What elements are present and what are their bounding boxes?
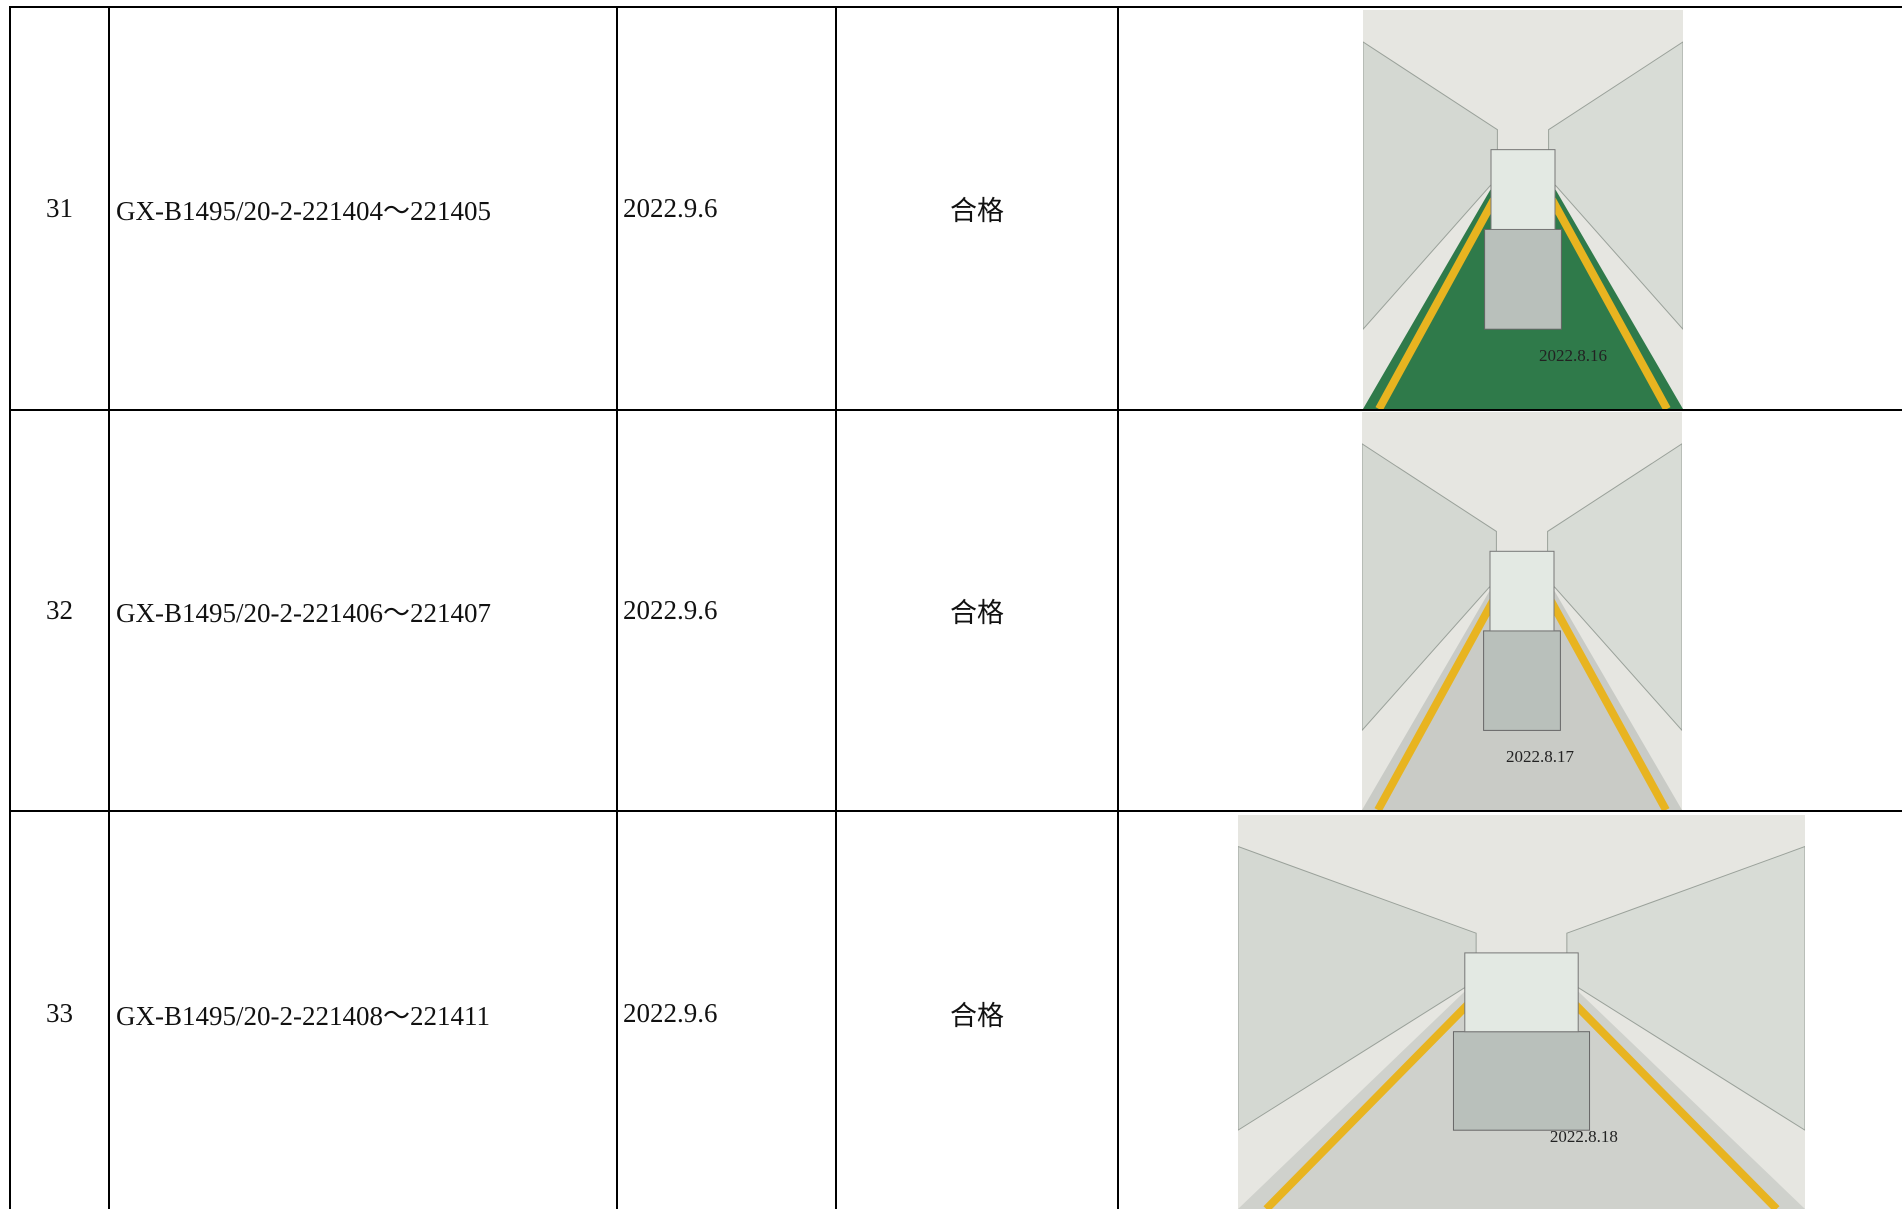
site-photo: 2022.8.16 bbox=[1363, 10, 1683, 409]
cell-result: 合格 bbox=[950, 196, 1004, 226]
column-line bbox=[616, 6, 618, 1209]
row-line bbox=[9, 6, 1902, 8]
cell-model: GX-B1495/20-2-221404～221405 bbox=[116, 196, 491, 226]
column-line bbox=[9, 6, 11, 1209]
floor-stripe bbox=[1538, 179, 1671, 409]
row-line bbox=[9, 810, 1902, 812]
equipment-top bbox=[1464, 952, 1579, 1033]
floor-stripe bbox=[1552, 981, 1780, 1209]
cell-result: 合格 bbox=[950, 1000, 1004, 1031]
floor-stripe bbox=[1537, 581, 1670, 810]
column-line bbox=[108, 6, 110, 1209]
floor-stripe bbox=[1263, 981, 1491, 1209]
column-line bbox=[1117, 6, 1119, 1209]
photo-date-stamp: 2022.8.16 bbox=[1539, 346, 1607, 365]
floor-stripe bbox=[1374, 581, 1507, 810]
photo-date-stamp: 2022.8.18 bbox=[1550, 1127, 1618, 1146]
cell-date: 2022.9.6 bbox=[623, 193, 718, 223]
equipment-top bbox=[1489, 550, 1555, 632]
cell-model: GX-B1495/20-2-221408～221411 bbox=[116, 1000, 490, 1031]
column-line bbox=[835, 6, 837, 1209]
equipment-top bbox=[1490, 149, 1556, 230]
floor-stripe bbox=[1375, 179, 1508, 409]
site-photo: 2022.8.17 bbox=[1362, 412, 1682, 810]
cell-result: 合格 bbox=[950, 598, 1004, 628]
row-line bbox=[9, 409, 1902, 411]
cell-no: 32 bbox=[46, 595, 73, 625]
cell-model: GX-B1495/20-2-221406～221407 bbox=[116, 598, 491, 628]
cell-no: 33 bbox=[46, 997, 73, 1028]
photo-date-stamp: 2022.8.17 bbox=[1506, 747, 1575, 766]
equipment bbox=[1484, 228, 1562, 330]
cell-date: 2022.9.6 bbox=[623, 997, 718, 1028]
equipment bbox=[1483, 630, 1561, 731]
site-photo: 2022.8.18 bbox=[1238, 815, 1805, 1209]
cell-no: 31 bbox=[46, 193, 73, 223]
equipment bbox=[1452, 1031, 1591, 1131]
cell-date: 2022.9.6 bbox=[623, 595, 718, 625]
